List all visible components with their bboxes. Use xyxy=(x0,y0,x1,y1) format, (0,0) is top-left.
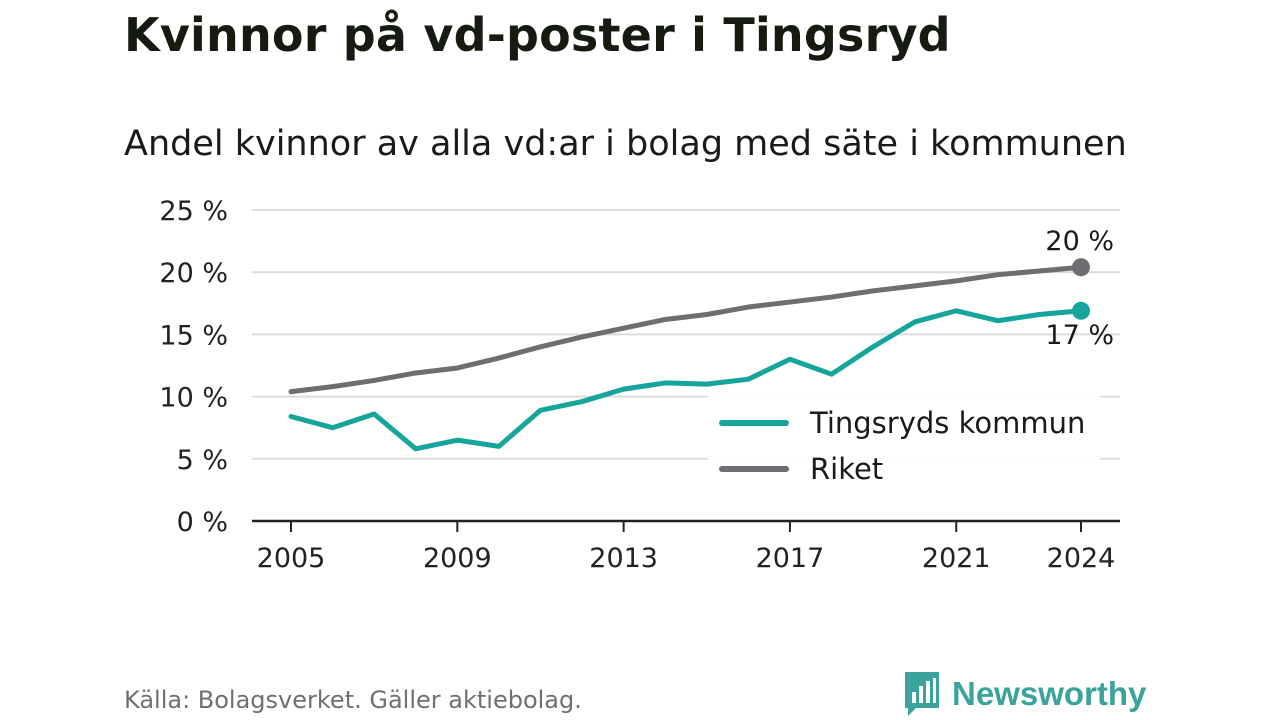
x-tick-label: 2024 xyxy=(1047,543,1116,574)
y-tick-label: 25 % xyxy=(159,196,228,227)
source-note: Källa: Bolagsverket. Gäller aktiebolag. xyxy=(124,686,582,714)
legend-background xyxy=(708,392,1100,492)
brand-name: Newsworthy xyxy=(952,675,1147,712)
y-tick-label: 5 % xyxy=(177,445,228,476)
y-tick-label: 15 % xyxy=(159,320,228,351)
series-line-tingsryd xyxy=(288,308,1084,452)
end-label: 17 % xyxy=(1045,320,1114,351)
y-tick-label: 10 % xyxy=(159,383,228,414)
chart-title: Kvinnor på vd-poster i Tingsryd xyxy=(124,8,951,62)
brand[interactable]: Newsworthy xyxy=(902,670,1146,718)
legend-label: Tingsryds kommun xyxy=(809,406,1085,440)
chart-subtitle: Andel kvinnor av alla vd:ar i bolag med … xyxy=(124,124,1127,164)
newsworthy-logo-icon xyxy=(905,672,939,716)
y-axis-ticks: 0 % 5 % 10 % 15 % 20 % 25 % xyxy=(159,196,228,538)
series-lines xyxy=(288,264,1084,452)
end-labels: 17 % 20 % xyxy=(1045,226,1114,351)
x-tick-label: 2005 xyxy=(257,543,326,574)
end-point-tingsryd xyxy=(1072,301,1090,320)
x-axis: 2005 2009 2013 2017 2021 2024 xyxy=(252,519,1120,574)
x-tick-label: 2021 xyxy=(922,543,991,574)
legend-label: Riket xyxy=(810,452,883,486)
y-tick-label: 0 % xyxy=(177,507,228,538)
x-tick-label: 2009 xyxy=(423,543,492,574)
legend: Tingsryds kommun Riket xyxy=(708,392,1100,492)
end-label: 20 % xyxy=(1045,226,1114,257)
end-point-riket xyxy=(1072,258,1090,277)
x-tick-label: 2017 xyxy=(756,543,825,574)
series-line-riket xyxy=(288,264,1084,395)
y-tick-label: 20 % xyxy=(159,258,228,289)
x-tick-label: 2013 xyxy=(589,543,658,574)
